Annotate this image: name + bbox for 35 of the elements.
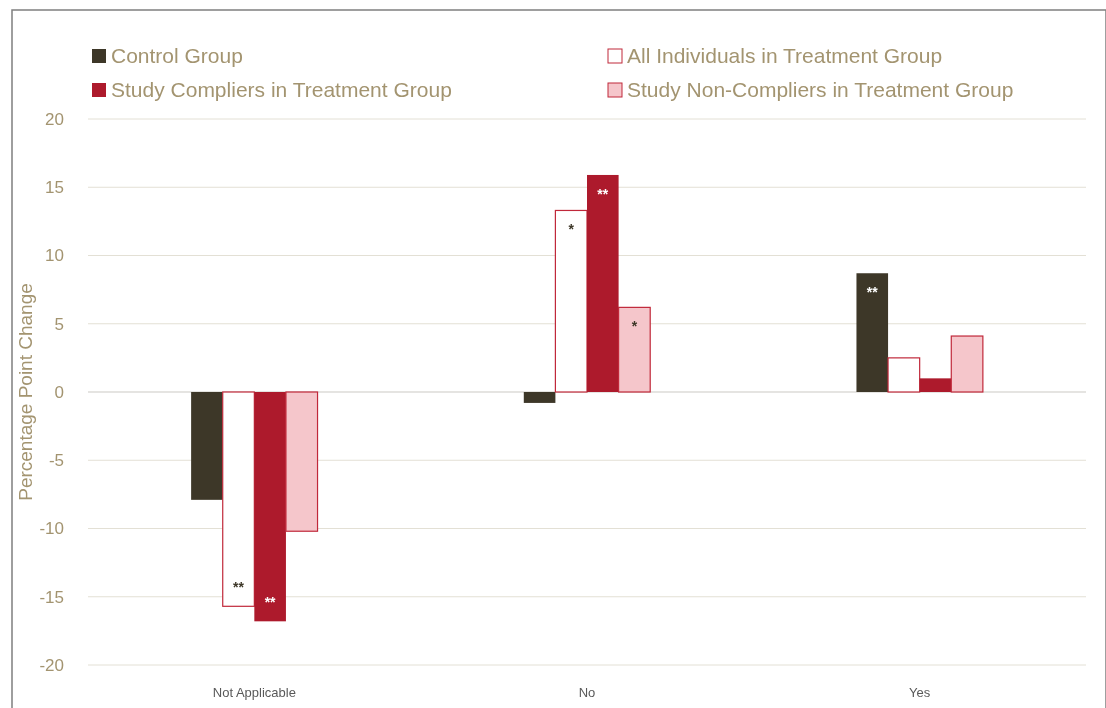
y-tick-label: 10 <box>45 246 64 266</box>
legend-label: All Individuals in Treatment Group <box>627 44 943 67</box>
y-tick-label: 5 <box>54 314 64 334</box>
bar <box>856 273 889 392</box>
data-label: ** <box>233 579 245 596</box>
bar <box>191 392 223 500</box>
data-label: * <box>631 318 638 335</box>
y-tick-label: 0 <box>54 382 64 402</box>
y-tick-label: -20 <box>39 655 64 675</box>
x-tick-label: Not Applicable <box>212 685 296 701</box>
bar <box>285 391 319 532</box>
y-tick-label: -15 <box>39 587 64 607</box>
y-tick-label: -5 <box>48 451 64 471</box>
legend-label: Study Compliers in Treatment Group <box>111 78 452 101</box>
bar <box>919 378 952 392</box>
y-axis-title: Percentage Point Change <box>15 283 36 501</box>
data-label: ** <box>264 594 277 611</box>
bar <box>222 391 255 607</box>
bar <box>618 306 651 393</box>
bar <box>587 174 619 392</box>
y-tick-label: 15 <box>45 178 64 198</box>
bar <box>887 357 921 393</box>
legend-label: Control Group <box>111 44 243 67</box>
bar <box>554 209 588 393</box>
data-label: * <box>568 221 575 238</box>
legend-label: Study Non-Compliers in Treatment Group <box>627 78 1014 101</box>
bar <box>523 392 556 403</box>
x-tick-label: No <box>578 685 596 701</box>
bar <box>254 392 286 622</box>
data-label: ** <box>866 284 879 301</box>
y-tick-label: -10 <box>39 519 64 539</box>
data-label: ** <box>597 185 609 202</box>
y-tick-label: 20 <box>45 109 64 129</box>
x-tick-label: Yes <box>909 685 931 701</box>
bar <box>950 335 984 393</box>
